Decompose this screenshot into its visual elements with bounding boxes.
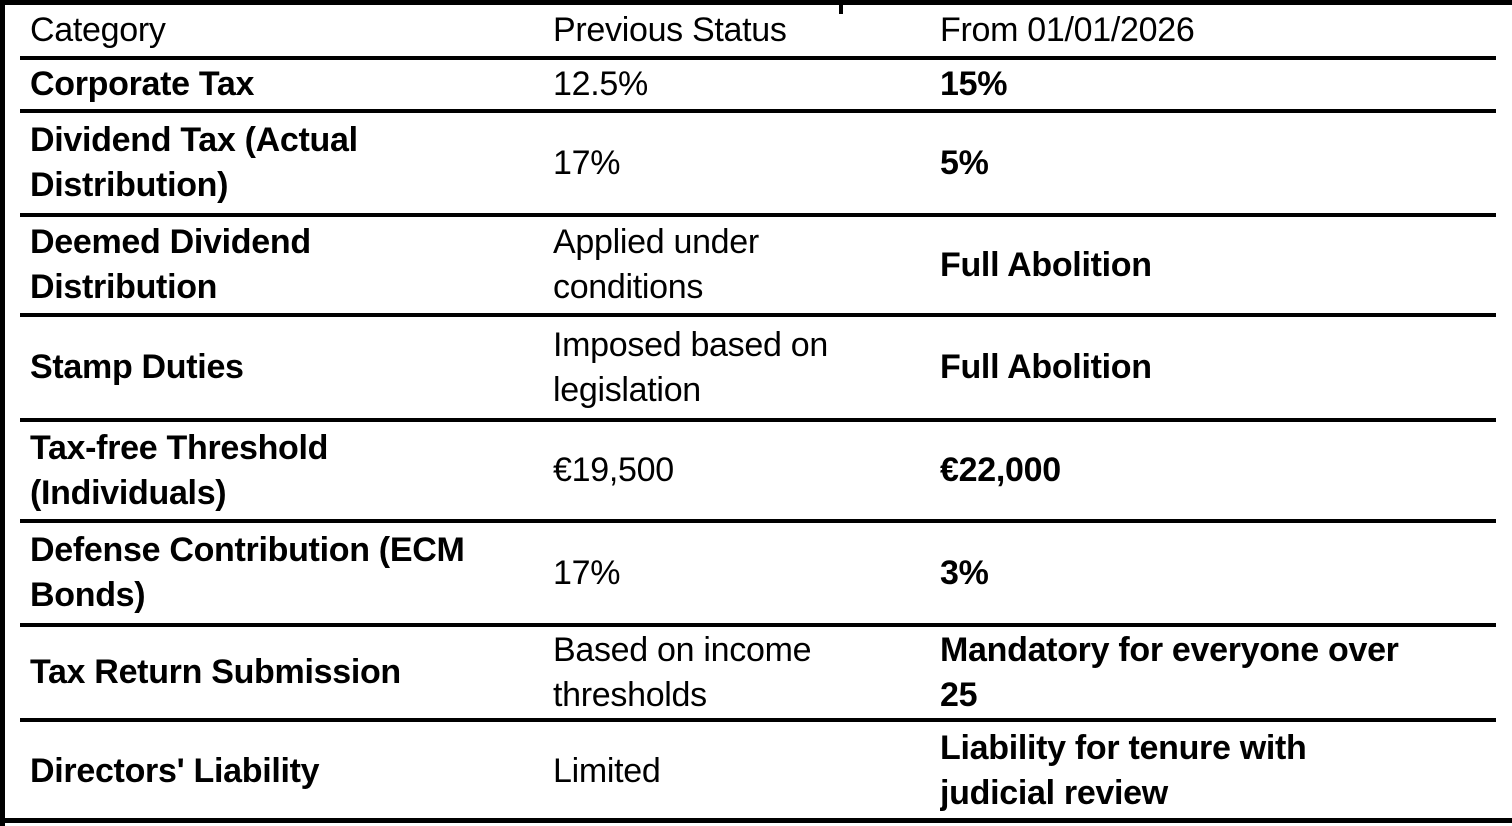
column-divider-tick (839, 0, 843, 14)
cell-previous-status: €19,500 (553, 451, 674, 489)
table-header-row: Category Previous Status From 01/01/2026 (20, 5, 1496, 58)
cell-previous-status: Limited (553, 751, 661, 790)
header-cell-previous-status: Previous Status (553, 11, 787, 49)
cell-category: Deemed Dividend Distribution (30, 223, 311, 306)
table-row: Corporate Tax 12.5% 15% (20, 58, 1496, 111)
table-row: Stamp Duties Imposed based on legislatio… (20, 315, 1496, 420)
cell-from-2026: Mandatory for everyone over 25 (940, 630, 1399, 714)
page-border-top (0, 0, 1512, 5)
cell-category: Tax-free Threshold (Individuals) (30, 428, 329, 512)
cell-from-2026: 3% (940, 553, 989, 592)
cell-from-2026: 15% (940, 65, 1008, 103)
table-row: Tax Return Submission Based on income th… (20, 625, 1496, 720)
cell-category: Tax Return Submission (30, 653, 401, 691)
page-border-bottom (0, 818, 1512, 823)
table-row: Defense Contribution (ECM Bonds) 17% 3% (20, 521, 1496, 625)
cell-category: Directors' Liability (30, 751, 320, 790)
cell-previous-status: 17% (553, 553, 621, 592)
table-row: Directors' Liability Limited Liability f… (20, 720, 1496, 820)
header-cell-category: Category (30, 11, 166, 49)
header-cell-from-2026: From 01/01/2026 (940, 11, 1195, 49)
cell-category: Defense Contribution (ECM Bonds) (30, 531, 465, 614)
cell-previous-status: Based on income thresholds (553, 630, 812, 714)
cell-previous-status: Applied under conditions (553, 223, 759, 306)
cell-previous-status: 12.5% (553, 65, 648, 103)
table-row: Deemed Dividend Distribution Applied und… (20, 215, 1496, 315)
table-row: Dividend Tax (Actual Distribution) 17% 5… (20, 111, 1496, 215)
table-row: Tax-free Threshold (Individuals) €19,500… (20, 420, 1496, 521)
cell-from-2026: 5% (940, 143, 989, 182)
page-border-left (0, 0, 5, 826)
cell-from-2026: Full Abolition (940, 348, 1152, 386)
cell-previous-status: Imposed based on legislation (553, 325, 828, 409)
cell-category: Dividend Tax (Actual Distribution) (30, 121, 358, 204)
cell-from-2026: Liability for tenure with judicial revie… (940, 729, 1307, 812)
cell-category: Stamp Duties (30, 348, 244, 386)
cell-category: Corporate Tax (30, 65, 255, 103)
cell-from-2026: €22,000 (940, 451, 1061, 489)
cell-previous-status: 17% (553, 143, 621, 182)
cell-from-2026: Full Abolition (940, 245, 1152, 284)
tax-changes-table: Category Previous Status From 01/01/2026… (20, 5, 1496, 820)
